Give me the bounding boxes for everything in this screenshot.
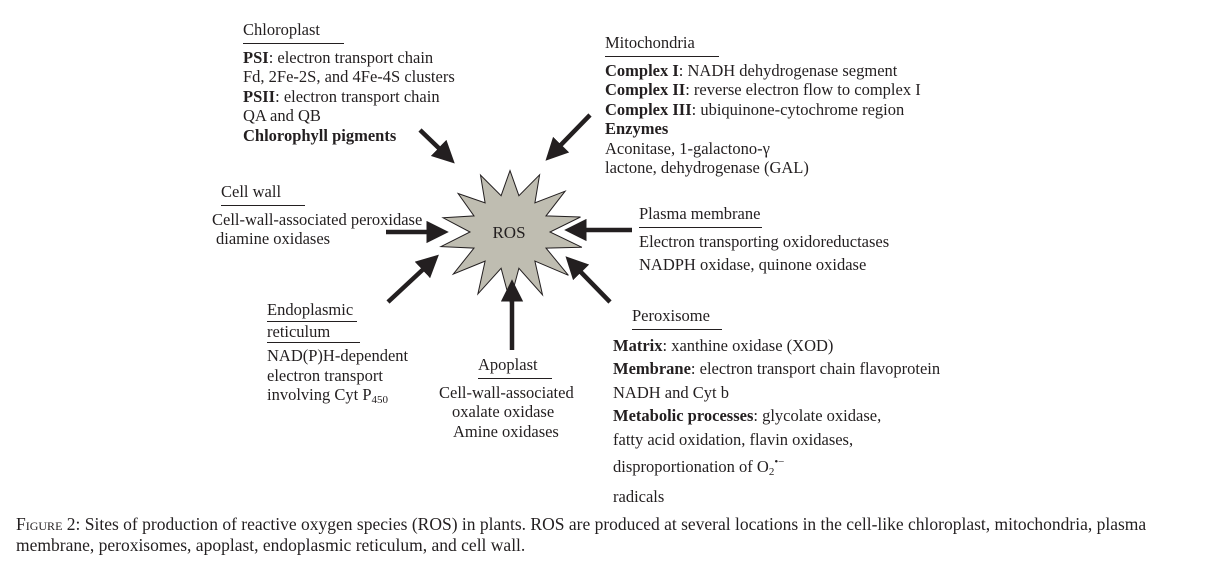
er-block: Endoplasmic reticulum NAD(P)H-dependent … <box>267 300 408 411</box>
cell-wall-line2: diamine oxidases <box>216 229 331 248</box>
ros-diagram: ROS <box>386 113 632 350</box>
caption-text: : Sites of production of reactive oxygen… <box>16 514 1147 555</box>
mito-complex-2: Complex II: reverse electron flow to com… <box>605 80 921 99</box>
cell-wall-line1: Cell-wall-associated peroxidase <box>212 209 423 229</box>
perox-matrix: Matrix: xanthine oxidase (XOD) <box>613 335 834 355</box>
mito-enzymes: Enzymes <box>605 119 669 138</box>
apoplast-block: Apoplast Cell-wall-associated oxalate ox… <box>439 355 574 441</box>
er-line3: involving Cyt P450 <box>267 385 389 406</box>
peroxisome-block: Peroxisome Matrix: xanthine oxidase (XOD… <box>613 304 940 508</box>
mito-enzyme-line1: Aconitase, 1-galactono-γ <box>605 138 770 158</box>
chloroplast-psi: PSI: electron transport chain <box>243 47 434 67</box>
chloroplast-pigments: Chlorophyll pigments <box>243 125 397 145</box>
plasma-membrane-line1: Electron transporting oxidoreductases <box>639 231 890 251</box>
perox-radicals: radicals <box>613 486 665 506</box>
perox-membrane: Membrane: electron transport chain flavo… <box>613 359 941 378</box>
apoplast-line1: Cell-wall-associated <box>439 382 574 402</box>
figure-label: Figure 2 <box>16 514 76 534</box>
mito-complex-1: Complex I: NADH dehydrogenase segment <box>605 60 898 80</box>
plasma-membrane-line2: NADPH oxidase, quinone oxidase <box>639 255 867 274</box>
arrow-from-peroxisome <box>565 256 612 304</box>
er-line2: electron transport <box>267 365 383 385</box>
figure-caption: Figure 2: Sites of production of reactiv… <box>16 514 1206 556</box>
er-line1: NAD(P)H-dependent <box>267 346 409 365</box>
apoplast-line2: oxalate oxidase <box>452 402 555 421</box>
plasma-membrane-heading: Plasma membrane <box>639 204 763 228</box>
ros-label: ROS <box>492 223 525 242</box>
mitochondria-heading: Mitochondria <box>605 33 719 57</box>
mitochondria-block: Mitochondria Complex I: NADH dehydrogena… <box>605 33 921 178</box>
perox-fatty: fatty acid oxidation, flavin oxidases, <box>613 429 854 449</box>
arrow-from-er <box>386 254 439 304</box>
perox-metabolic: Metabolic processes: glycolate oxidase, <box>613 406 882 425</box>
chloroplast-block: Chloroplast PSI: electron transport chai… <box>243 20 455 145</box>
cell-wall-block: Cell wall Cell-wall-associated peroxidas… <box>212 182 422 249</box>
apoplast-line3: Amine oxidases <box>453 421 559 441</box>
er-heading-line1: Endoplasmic <box>267 300 358 322</box>
apoplast-heading: Apoplast <box>478 355 552 379</box>
mito-complex-3: Complex III: ubiquinone-cytochrome regio… <box>605 99 905 119</box>
perox-dispro: disproportionation of O2•− <box>613 456 785 478</box>
arrow-from-chloroplast <box>418 128 455 164</box>
mito-enzyme-line2: lactone, dehydrogenase (GAL) <box>605 158 809 177</box>
chloroplast-psii: PSII: electron transport chain <box>243 86 440 106</box>
plasma-membrane-block: Plasma membrane Electron transporting ox… <box>639 204 889 275</box>
peroxisome-heading: Peroxisome <box>632 306 722 330</box>
arrow-from-mitochondria <box>545 113 592 161</box>
perox-nadh: NADH and Cyt b <box>613 382 729 402</box>
cell-wall-heading: Cell wall <box>221 182 306 206</box>
chloroplast-heading: Chloroplast <box>243 20 344 44</box>
er-heading-line2: reticulum <box>267 322 361 343</box>
chloroplast-qa: QA and QB <box>243 106 321 125</box>
chloroplast-fd: Fd, 2Fe-2S, and 4Fe-4S clusters <box>243 67 455 86</box>
